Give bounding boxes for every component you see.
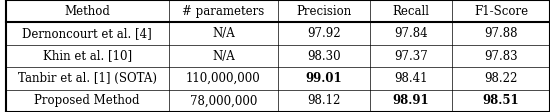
Text: 97.92: 97.92: [307, 27, 341, 40]
Text: N/A: N/A: [212, 50, 235, 62]
Text: 97.84: 97.84: [394, 27, 428, 40]
Text: Dernoncourt et al. [4]: Dernoncourt et al. [4]: [23, 27, 152, 40]
Text: 98.41: 98.41: [394, 72, 428, 85]
Text: Khin et al. [10]: Khin et al. [10]: [43, 50, 132, 62]
Text: Proposed Method: Proposed Method: [35, 94, 140, 107]
Text: Precision: Precision: [296, 5, 351, 18]
Text: 97.83: 97.83: [484, 50, 518, 62]
Text: N/A: N/A: [212, 27, 235, 40]
Text: 98.91: 98.91: [393, 94, 430, 107]
Text: 99.01: 99.01: [306, 72, 342, 85]
Text: 97.37: 97.37: [394, 50, 428, 62]
Text: Tanbir et al. [1] (SOTA): Tanbir et al. [1] (SOTA): [18, 72, 157, 85]
Text: 98.51: 98.51: [483, 94, 519, 107]
Text: Recall: Recall: [393, 5, 430, 18]
Text: Method: Method: [64, 5, 110, 18]
Text: 98.30: 98.30: [307, 50, 341, 62]
Text: 110,000,000: 110,000,000: [186, 72, 261, 85]
Text: 98.12: 98.12: [307, 94, 341, 107]
Text: 78,000,000: 78,000,000: [190, 94, 257, 107]
Text: 97.88: 97.88: [484, 27, 518, 40]
Text: 98.22: 98.22: [485, 72, 518, 85]
Text: F1-Score: F1-Score: [474, 5, 528, 18]
Text: # parameters: # parameters: [182, 5, 265, 18]
